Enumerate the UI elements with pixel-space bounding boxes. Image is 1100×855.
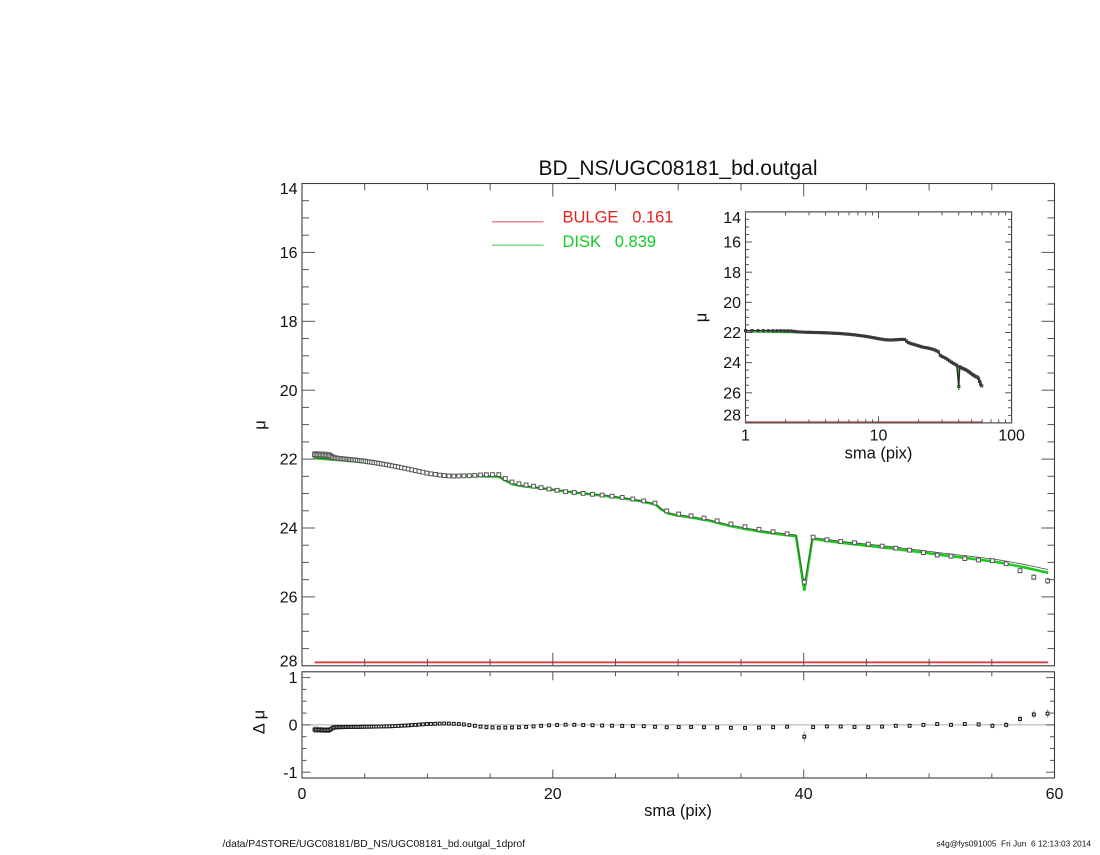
svg-text:sma (pix): sma (pix) bbox=[845, 445, 913, 463]
svg-text:16: 16 bbox=[280, 245, 298, 262]
svg-text:28: 28 bbox=[723, 408, 741, 425]
svg-text:0: 0 bbox=[298, 786, 307, 803]
svg-text:DISK 0.839: DISK 0.839 bbox=[563, 233, 657, 251]
svg-text:26: 26 bbox=[723, 385, 741, 402]
svg-text:28: 28 bbox=[280, 654, 298, 671]
svg-text:BULGE 0.161: BULGE 0.161 bbox=[563, 208, 674, 226]
svg-text:24: 24 bbox=[280, 521, 298, 538]
svg-text:20: 20 bbox=[723, 295, 741, 312]
svg-text:-1: -1 bbox=[283, 765, 297, 782]
svg-text:18: 18 bbox=[280, 314, 298, 331]
svg-text:Δ μ: Δ μ bbox=[251, 710, 269, 734]
svg-text:sma (pix): sma (pix) bbox=[644, 802, 712, 820]
svg-text:/data/P4STORE/UGC08181/BD_NS/U: /data/P4STORE/UGC08181/BD_NS/UGC08181_bd… bbox=[223, 839, 526, 850]
svg-text:24: 24 bbox=[723, 355, 741, 372]
svg-text:0: 0 bbox=[289, 718, 298, 735]
svg-text:μ: μ bbox=[252, 420, 270, 430]
svg-text:1: 1 bbox=[289, 670, 298, 687]
svg-text:BD_NS/UGC08181_bd.outgal: BD_NS/UGC08181_bd.outgal bbox=[538, 157, 817, 180]
svg-text:60: 60 bbox=[1046, 786, 1064, 803]
svg-text:20: 20 bbox=[544, 786, 562, 803]
svg-text:22: 22 bbox=[723, 325, 741, 342]
svg-text:μ: μ bbox=[693, 313, 711, 323]
svg-text:26: 26 bbox=[280, 590, 298, 607]
svg-text:s4g@fys091005 Fri Jun 6 12:1: s4g@fys091005 Fri Jun 6 12:13:03 2014 bbox=[936, 839, 1091, 849]
svg-text:10: 10 bbox=[870, 428, 888, 445]
svg-text:100: 100 bbox=[998, 428, 1025, 445]
svg-text:18: 18 bbox=[723, 265, 741, 282]
svg-text:14: 14 bbox=[280, 181, 298, 198]
svg-text:40: 40 bbox=[795, 786, 813, 803]
svg-text:20: 20 bbox=[280, 383, 298, 400]
svg-text:22: 22 bbox=[280, 452, 298, 469]
svg-text:1: 1 bbox=[741, 428, 750, 445]
svg-text:16: 16 bbox=[723, 235, 741, 252]
svg-text:14: 14 bbox=[723, 210, 741, 227]
